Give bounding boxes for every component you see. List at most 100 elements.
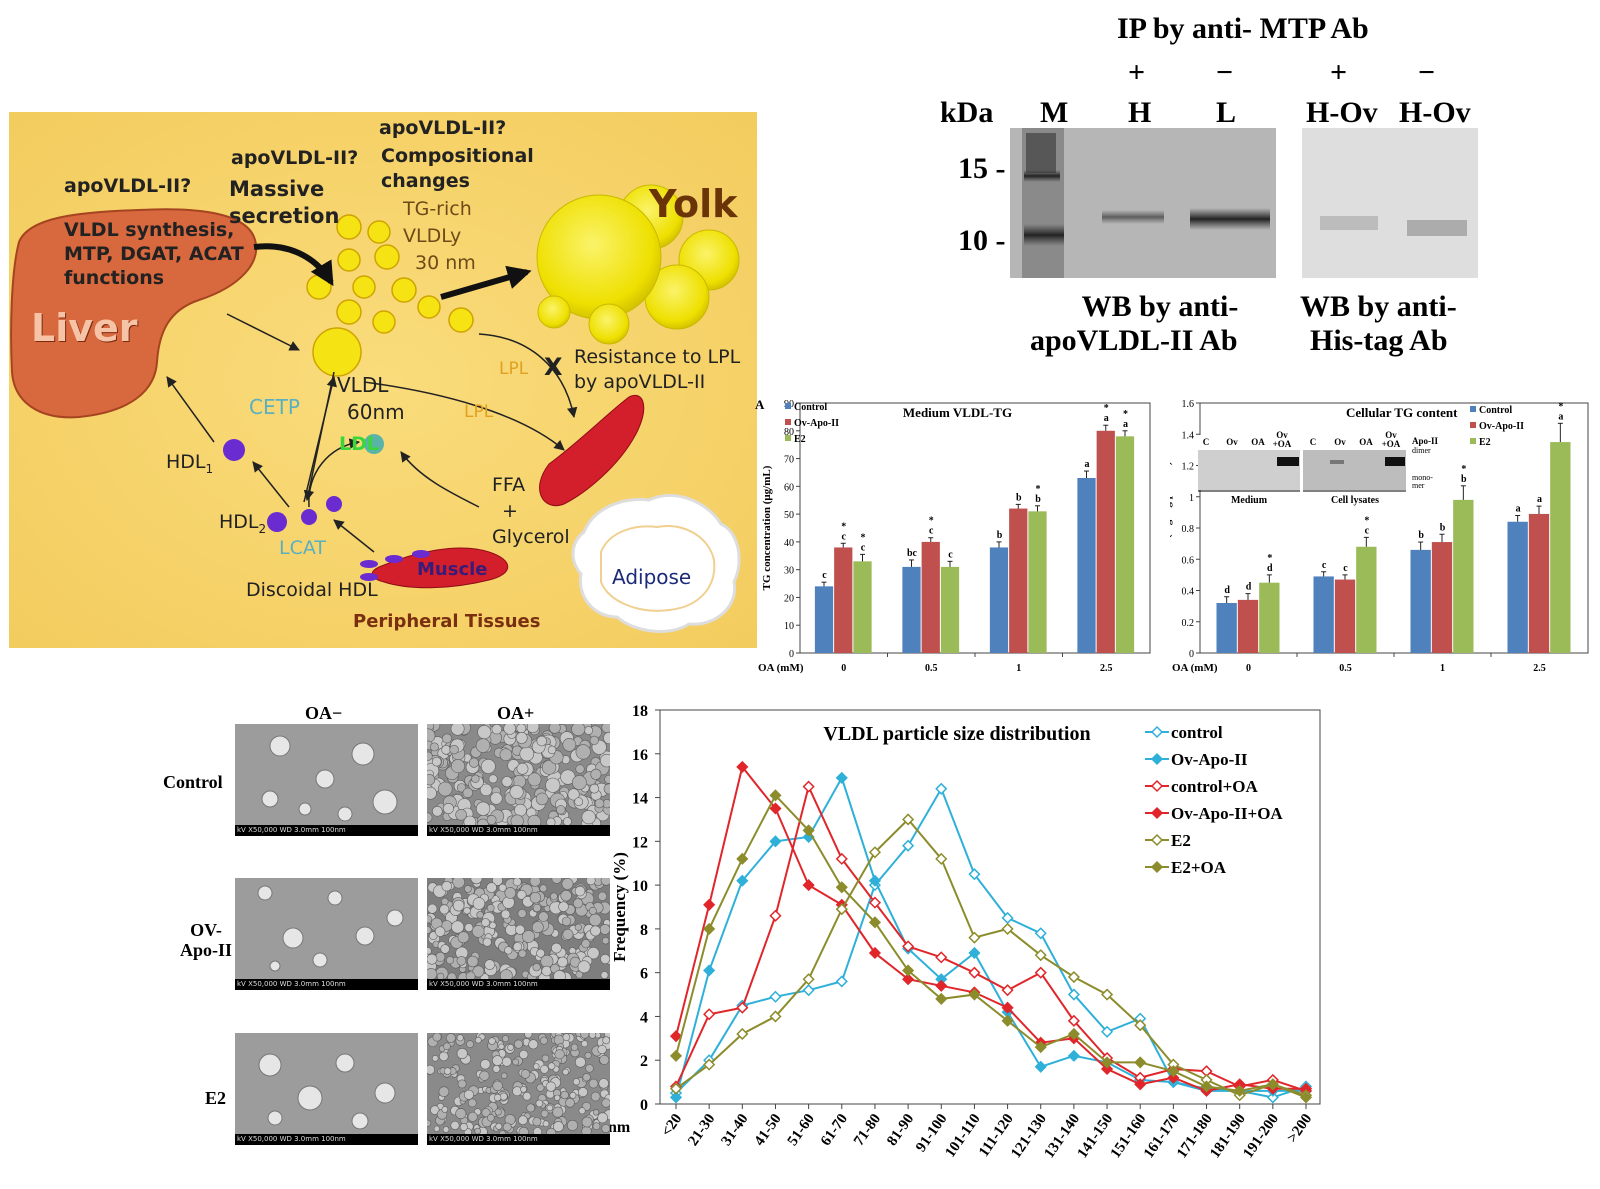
sem-particle [462, 787, 473, 799]
sem-particle [581, 1116, 593, 1128]
legend-marker [1150, 833, 1164, 847]
sem-particle [535, 1099, 544, 1108]
significance-label: * [1123, 409, 1128, 420]
sem-particle [541, 965, 552, 977]
y-tick-label: 50 [784, 510, 794, 521]
sem-particle [494, 1108, 502, 1116]
peripheral-muscle-shape [371, 547, 509, 589]
diagram-graphics [9, 112, 757, 648]
sem-particle [441, 897, 449, 906]
sem-particle [581, 1040, 589, 1048]
sem-particle [443, 1067, 452, 1075]
sem-particle [535, 792, 549, 806]
sem-particle [427, 1119, 432, 1127]
data-point [935, 992, 948, 1005]
marker-15: 15 - [958, 152, 1006, 185]
significance-label: d [1224, 585, 1230, 596]
sem-particle [439, 904, 450, 915]
x-axis-label: OA (mM) [758, 662, 804, 674]
legend-label: E2 [1171, 831, 1191, 850]
liver-label: Liver [31, 306, 138, 350]
sem-particle [531, 921, 544, 934]
sem-particle [572, 1078, 580, 1086]
legend-marker [1150, 806, 1164, 820]
sem-particle [500, 909, 511, 919]
legend-swatch [785, 435, 791, 441]
sem-particle [464, 885, 472, 893]
sem-particle [456, 956, 467, 966]
sem-particle [578, 1087, 588, 1097]
legend-label: Ov-Apo-II [1171, 750, 1248, 769]
bar [1115, 436, 1135, 653]
data-point [1100, 1025, 1114, 1038]
sem-particle [546, 1104, 554, 1112]
sem-particle [553, 1034, 565, 1046]
significance-label: b [1440, 522, 1446, 533]
legend-swatch [785, 403, 791, 409]
data-point [868, 916, 882, 929]
series-line [675, 786, 1307, 1099]
significance-label: b [1418, 530, 1424, 541]
bar [853, 561, 872, 653]
data-point [902, 940, 915, 953]
significance-label: a [1085, 459, 1090, 470]
yolk-label: Yolk [649, 182, 738, 226]
sem-particle [597, 1112, 608, 1124]
bar [1313, 576, 1334, 653]
sem-particle [499, 1092, 508, 1101]
legend-marker [1150, 860, 1164, 874]
sem-particle [569, 1091, 577, 1099]
sem-particle [433, 1125, 440, 1132]
significance-label: c [1322, 560, 1327, 571]
data-point [802, 973, 815, 986]
inset-lane-label: C [1203, 437, 1210, 447]
data-point [1134, 1078, 1147, 1091]
sem-particle [499, 748, 513, 762]
sem-particle [601, 1098, 610, 1108]
sem-particle [573, 898, 584, 909]
legend-label: Control [1479, 405, 1512, 416]
sem-particle [584, 1051, 592, 1059]
sem-particle [474, 1036, 482, 1044]
sem-particle [501, 776, 513, 788]
sem-particle [571, 724, 586, 736]
sem-particle [524, 1033, 533, 1039]
y-axis-label: Frequency (%) [610, 852, 629, 962]
sem-particle [502, 1122, 512, 1132]
sem-particle [561, 916, 572, 927]
sem-particle [600, 954, 610, 964]
data-point [703, 922, 716, 935]
inset-lane-label: +OA [1382, 439, 1401, 449]
sem-particle [574, 885, 586, 897]
y-tick-label: 1.2 [1182, 462, 1195, 473]
series-line [675, 764, 1306, 1092]
sem-particle [597, 1044, 607, 1055]
sem-particle [450, 724, 465, 736]
bar [1028, 511, 1047, 653]
sem-particle [442, 803, 454, 815]
sem-particle [504, 887, 517, 899]
sem-particle [561, 878, 574, 890]
bar [1334, 579, 1356, 653]
legend-swatch [785, 419, 791, 425]
data-point [1001, 1001, 1014, 1014]
sem-particle [512, 878, 522, 887]
hdl-particles [223, 434, 384, 532]
sem-particle [481, 918, 490, 927]
plot-frame [659, 709, 1321, 1105]
sem-particle [457, 931, 470, 944]
bar [814, 586, 834, 653]
sem-particle [486, 882, 497, 893]
sem-particle [539, 1036, 548, 1045]
sem-particle [554, 1094, 561, 1101]
y-tick-label: 8 [640, 922, 648, 939]
legend-label: E2 [794, 434, 806, 445]
sem-particle [575, 744, 591, 760]
sem-particle [492, 1065, 501, 1073]
sem-particle [540, 1064, 549, 1074]
sem-particle [518, 1115, 528, 1125]
sem-particle [558, 901, 569, 912]
sem-particle [575, 970, 584, 979]
ffa-glycerol-label: FFA + Glycerol [492, 474, 570, 548]
blot-membrane-left [1010, 128, 1276, 278]
